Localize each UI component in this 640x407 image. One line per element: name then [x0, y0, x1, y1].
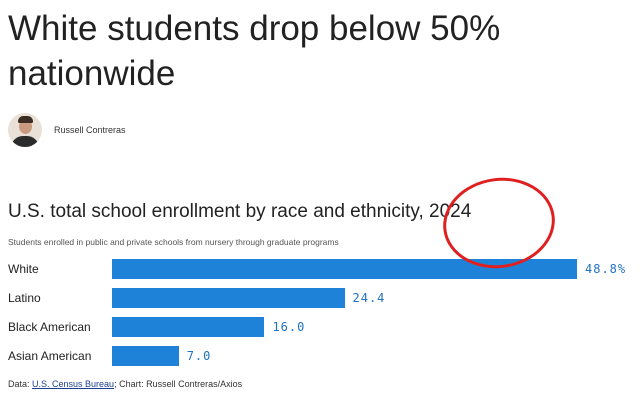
author-name[interactable]: Russell Contreras [54, 125, 126, 135]
source-line: Data: U.S. Census Bureau; Chart: Russell… [8, 379, 242, 389]
source-suffix: ; Chart: Russell Contreras/Axios [114, 379, 243, 389]
bar [112, 346, 179, 366]
chart-title: U.S. total school enrollment by race and… [8, 201, 472, 222]
value-label: 16.0 [272, 320, 306, 334]
bar [112, 288, 345, 308]
category-label: Asian American [8, 349, 92, 363]
source-prefix: Data: [8, 379, 33, 389]
value-label: 24.4 [352, 291, 386, 305]
author-avatar[interactable] [8, 113, 42, 147]
category-label: Black American [8, 320, 91, 334]
category-label: Latino [8, 291, 41, 305]
bar [112, 259, 577, 279]
category-label: White [8, 262, 39, 276]
chart-subtitle: Students enrolled in public and private … [8, 237, 339, 247]
author-byline[interactable]: Russell Contreras [8, 113, 126, 147]
value-label: 48.8% [585, 262, 627, 276]
bar [112, 317, 265, 337]
census-bureau-link[interactable]: U.S. Census Bureau [32, 379, 115, 389]
headline: White students drop below 50% nationwide [8, 9, 501, 93]
value-label: 7.0 [186, 349, 212, 363]
